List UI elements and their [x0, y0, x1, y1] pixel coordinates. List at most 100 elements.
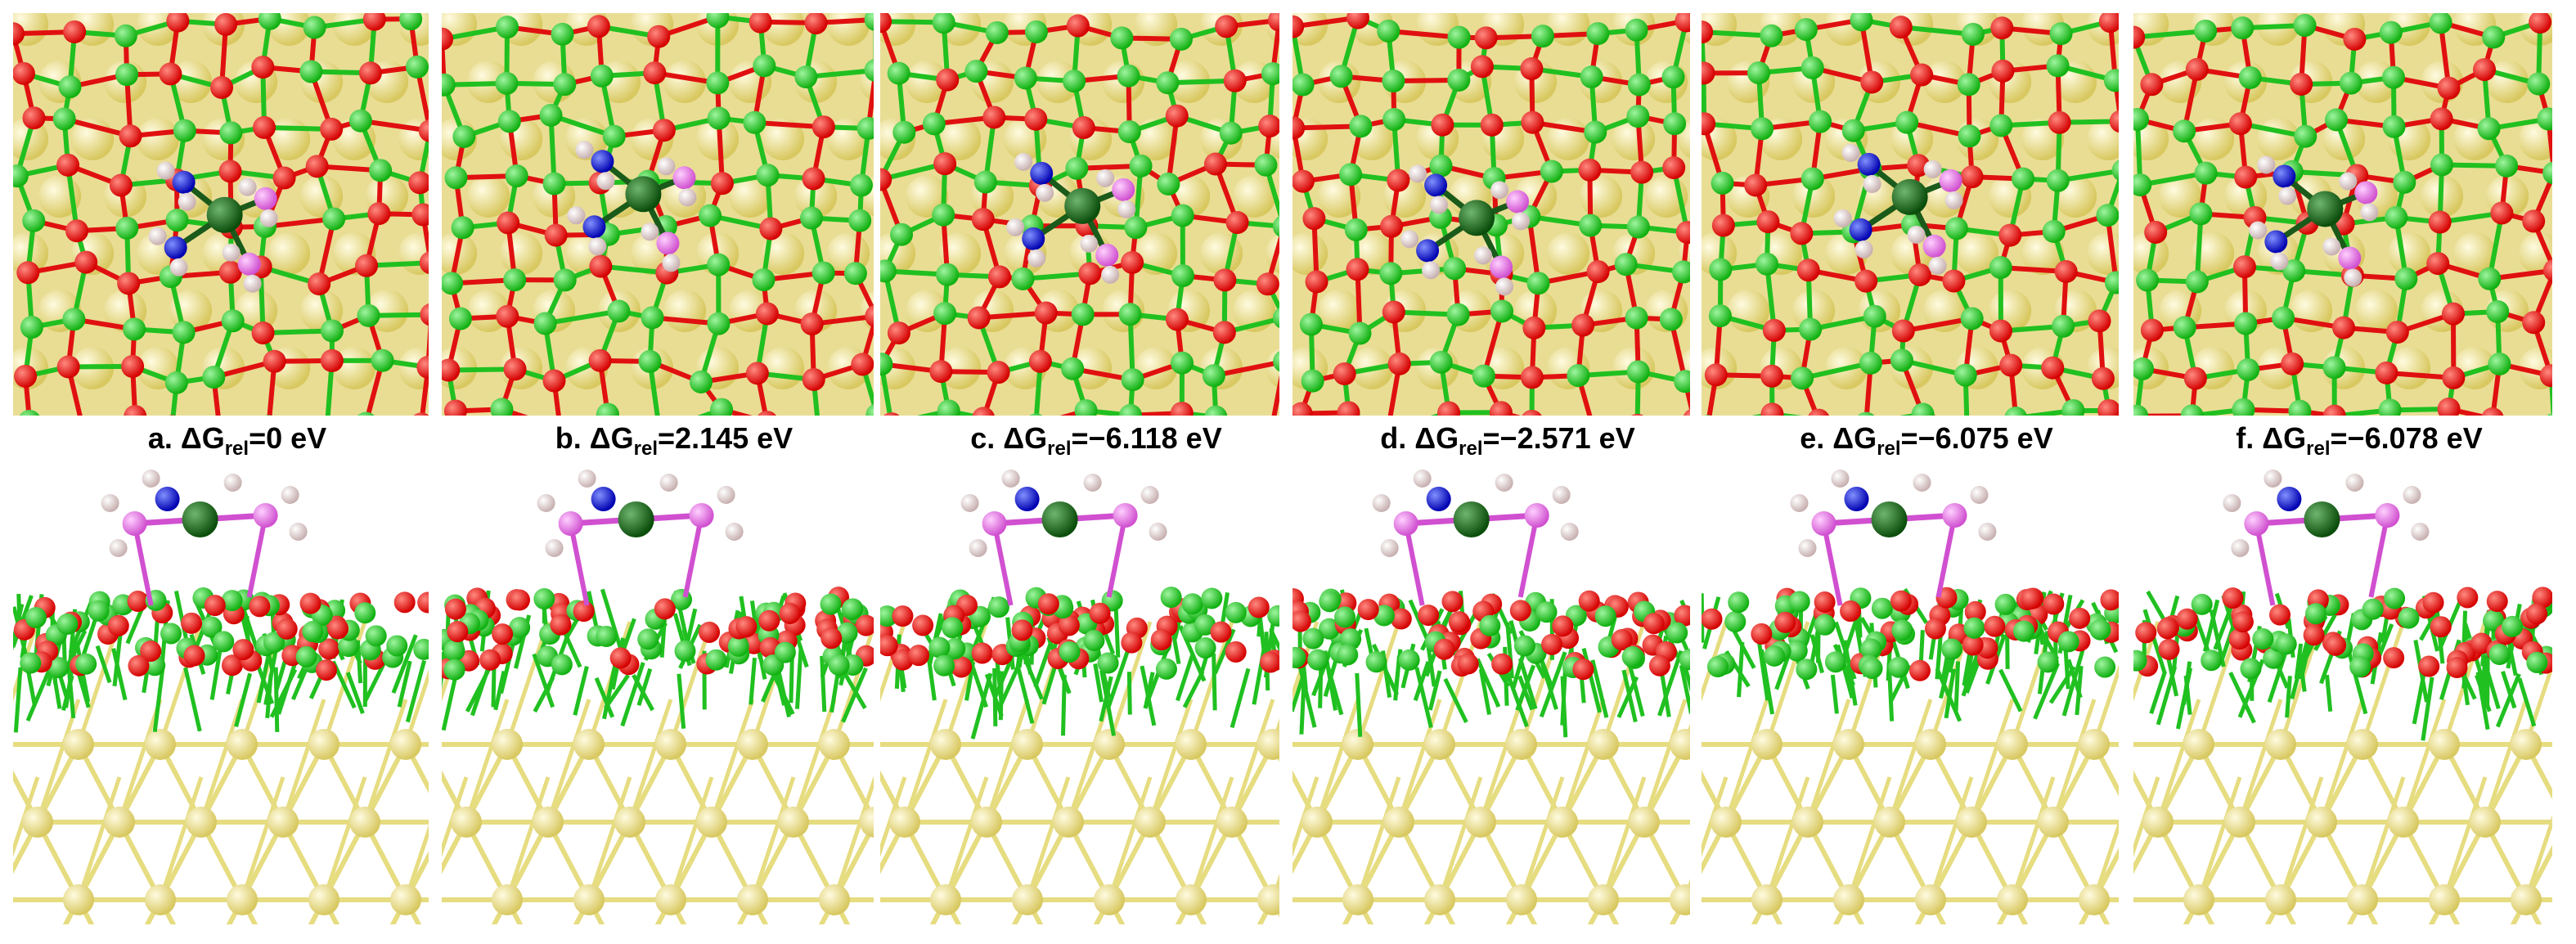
- atom: [951, 656, 973, 678]
- atom: [1096, 169, 1115, 187]
- bond: [403, 825, 429, 901]
- atom: [490, 398, 514, 416]
- atom: [1888, 656, 1910, 678]
- atom: [2486, 591, 2508, 613]
- atom: [2322, 356, 2346, 380]
- atom: [1526, 272, 1550, 295]
- atom: [2429, 729, 2460, 760]
- label-subscript: rel: [1877, 438, 1900, 460]
- atom: [706, 13, 730, 29]
- atom: [1626, 360, 1650, 384]
- atom: [386, 635, 408, 657]
- atom: [1711, 214, 1735, 237]
- atom: [2490, 201, 2514, 225]
- atom: [1074, 399, 1098, 416]
- atom: [2057, 631, 2079, 653]
- bond: [1953, 661, 1961, 712]
- atom: [1302, 627, 1324, 650]
- atom: [743, 110, 767, 134]
- atom: [13, 164, 29, 188]
- atom: [699, 204, 722, 227]
- bond: [668, 776, 714, 901]
- bond: [2524, 815, 2552, 901]
- side-view: [880, 470, 1279, 924]
- bond: [1271, 375, 1279, 416]
- atom: [355, 254, 379, 277]
- atom: [1489, 401, 1513, 416]
- atom: [1594, 605, 1616, 627]
- atom: [971, 807, 1002, 838]
- atom: [2042, 219, 2066, 243]
- bond: [532, 653, 555, 708]
- bond: [1998, 668, 2023, 712]
- bond: [2182, 661, 2192, 705]
- bond: [568, 523, 590, 606]
- atom: [1704, 363, 1728, 387]
- atom: [1165, 308, 1189, 331]
- bond: [1702, 621, 1729, 702]
- bond: [1025, 776, 1071, 901]
- atom: [2180, 404, 2204, 416]
- atom: [365, 625, 387, 647]
- atom: [2021, 232, 2065, 275]
- atom: [1663, 112, 1687, 136]
- atom: [1248, 596, 1270, 618]
- atom: [638, 349, 662, 373]
- bond: [875, 900, 916, 944]
- atom: [1578, 590, 1600, 612]
- atom: [492, 623, 514, 645]
- atom: [1627, 73, 1651, 97]
- atom: [1854, 269, 1878, 293]
- atom: [417, 591, 429, 614]
- atom: [819, 884, 850, 915]
- atom: [1292, 232, 1328, 275]
- atom: [227, 884, 258, 915]
- atom: [2478, 267, 2502, 290]
- atom: [349, 807, 380, 838]
- atom: [2430, 153, 2454, 177]
- atom: [1029, 413, 1043, 416]
- atom: [308, 729, 339, 760]
- atom: [717, 486, 735, 504]
- atom: [2232, 611, 2254, 633]
- atom: [497, 211, 520, 235]
- atom: [1424, 884, 1455, 915]
- atom: [1751, 729, 1783, 760]
- bond: [1702, 29, 1772, 38]
- atom: [308, 272, 331, 296]
- atom: [1679, 649, 1690, 671]
- label-subscript: rel: [634, 438, 658, 460]
- atom: [172, 170, 196, 194]
- atom: [1791, 366, 1814, 390]
- atom: [2394, 267, 2418, 290]
- atom: [2103, 69, 2119, 92]
- atom: [964, 60, 988, 83]
- atom: [802, 367, 825, 391]
- atom: [119, 124, 142, 148]
- atom: [2252, 628, 2274, 650]
- atom: [2547, 413, 2552, 416]
- bond: [902, 699, 948, 823]
- atom: [1340, 628, 1362, 650]
- atom: [596, 626, 618, 648]
- atom: [1520, 57, 1544, 81]
- atom: [115, 216, 139, 240]
- atom: [762, 347, 805, 389]
- bond: [1403, 523, 1425, 606]
- atom: [2159, 175, 2202, 218]
- atom: [1659, 308, 1683, 331]
- atom: [221, 590, 243, 612]
- atom: [982, 106, 1006, 129]
- atom: [890, 223, 914, 246]
- atom: [573, 600, 595, 623]
- atom: [1319, 591, 1341, 613]
- atom: [537, 494, 555, 512]
- atom: [1578, 158, 1602, 182]
- atom: [1891, 319, 1915, 343]
- bond: [326, 424, 366, 432]
- atom: [906, 61, 949, 103]
- atom: [2046, 169, 2070, 192]
- atom: [1014, 152, 1033, 171]
- bond: [2237, 699, 2283, 823]
- atom: [1702, 61, 1715, 85]
